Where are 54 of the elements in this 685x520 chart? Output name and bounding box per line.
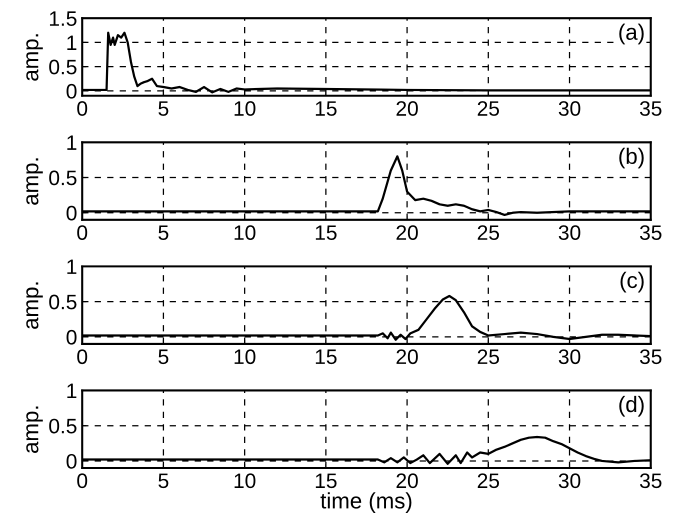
annotation: (d) (619, 396, 644, 417)
y-tick-label: 1 (67, 136, 76, 150)
x-tick-label: 35 (640, 349, 662, 364)
x-tick-label: 5 (158, 350, 168, 364)
x-tick-label: 30 (558, 473, 580, 488)
y-tick-label: 0.5 (49, 418, 76, 434)
x-tick-label: 15 (316, 225, 337, 240)
x-tick-label: 30 (558, 225, 580, 240)
x-tick-label: 5 (158, 101, 168, 116)
x-tick-label: 20 (396, 101, 418, 116)
annotation: (c) (620, 272, 644, 292)
x-tick-label: 15 (316, 101, 337, 116)
y-tick-label: 0.5 (49, 294, 76, 310)
x-tick-label: 15 (316, 350, 337, 364)
x-tick-label: 20 (396, 349, 418, 364)
x-tick-label: 25 (478, 225, 500, 240)
x-tick-label: 20 (396, 473, 418, 488)
y-tick-label: 0.5 (49, 60, 76, 74)
x-tick-label: 0 (77, 473, 88, 488)
x-tick-label: 20 (396, 225, 418, 240)
x-tick-label: 15 (316, 474, 337, 488)
y-axis-title: amp. (26, 34, 43, 81)
y-tick-label: 1 (67, 260, 76, 274)
x-axis-title: time (ms) (320, 492, 412, 513)
x-tick-label: 25 (478, 101, 500, 116)
x-tick-label: 35 (640, 473, 662, 488)
annotation: (a) (619, 24, 644, 44)
x-tick-label: 0 (77, 101, 88, 116)
y-tick-label: 0 (66, 206, 77, 221)
x-tick-label: 5 (158, 474, 168, 488)
y-axis-title: amp. (26, 158, 43, 205)
x-tick-label: 25 (478, 473, 500, 488)
x-tick-label: 5 (158, 225, 168, 240)
y-tick-label: 1 (67, 36, 76, 50)
y-tick-label: 0 (66, 454, 77, 469)
y-tick-label: 1 (67, 384, 76, 398)
y-tick-label: 0 (66, 84, 77, 99)
x-tick-label: 10 (234, 101, 256, 116)
y-axis-title: amp. (26, 406, 43, 453)
x-tick-label: 35 (640, 101, 662, 116)
x-tick-label: 30 (558, 349, 580, 364)
y-tick-label: 1.5 (50, 11, 76, 26)
x-tick-label: 10 (234, 349, 256, 364)
annotation: (b) (619, 148, 644, 168)
y-axis-title: amp. (26, 282, 43, 329)
x-tick-label: 10 (234, 473, 256, 488)
x-tick-label: 30 (558, 101, 580, 116)
y-tick-label: 0.5 (49, 170, 76, 186)
y-tick-label: 0 (66, 330, 77, 345)
x-tick-label: 10 (234, 225, 256, 240)
x-tick-label: 35 (640, 225, 662, 240)
x-tick-label: 0 (77, 225, 88, 240)
x-tick-label: 25 (478, 349, 500, 364)
x-tick-label: 0 (77, 349, 88, 364)
